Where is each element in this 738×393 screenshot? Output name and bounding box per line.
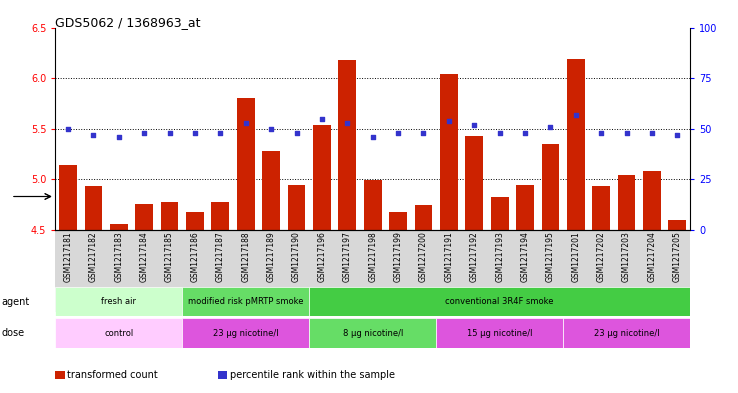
- Bar: [309, 318, 436, 348]
- Bar: [364, 180, 382, 230]
- Bar: [563, 318, 690, 348]
- Point: [570, 111, 582, 118]
- Point: [621, 130, 632, 136]
- Bar: [516, 185, 534, 230]
- Point: [164, 130, 176, 136]
- Bar: [237, 98, 255, 230]
- Text: percentile rank within the sample: percentile rank within the sample: [230, 370, 395, 380]
- Bar: [262, 151, 280, 230]
- Point: [494, 130, 506, 136]
- Point: [672, 132, 683, 138]
- Bar: [593, 186, 610, 230]
- Text: 8 μg nicotine/l: 8 μg nicotine/l: [342, 329, 403, 338]
- Bar: [440, 74, 458, 230]
- Point: [113, 134, 125, 140]
- Bar: [491, 196, 508, 230]
- Point: [62, 125, 74, 132]
- Bar: [313, 125, 331, 230]
- Text: 23 μg nicotine/l: 23 μg nicotine/l: [594, 329, 659, 338]
- Point: [596, 130, 607, 136]
- Bar: [288, 185, 306, 230]
- Bar: [182, 287, 309, 316]
- Bar: [182, 318, 309, 348]
- Bar: [466, 136, 483, 230]
- Point: [443, 118, 455, 124]
- Point: [342, 119, 354, 126]
- Bar: [85, 186, 103, 230]
- Point: [265, 125, 277, 132]
- Point: [469, 121, 480, 128]
- Point: [545, 123, 556, 130]
- Text: modified risk pMRTP smoke: modified risk pMRTP smoke: [188, 297, 303, 306]
- Bar: [55, 318, 182, 348]
- Text: 15 μg nicotine/l: 15 μg nicotine/l: [467, 329, 532, 338]
- Bar: [643, 171, 661, 230]
- Text: 23 μg nicotine/l: 23 μg nicotine/l: [213, 329, 278, 338]
- Point: [646, 130, 658, 136]
- Bar: [436, 318, 563, 348]
- Point: [138, 130, 150, 136]
- Bar: [618, 175, 635, 230]
- Bar: [567, 59, 584, 230]
- Text: GDS5062 / 1368963_at: GDS5062 / 1368963_at: [55, 16, 201, 29]
- Bar: [110, 224, 128, 230]
- Point: [240, 119, 252, 126]
- Point: [418, 130, 430, 136]
- Text: agent: agent: [1, 297, 30, 307]
- Text: transformed count: transformed count: [67, 370, 158, 380]
- Point: [519, 130, 531, 136]
- Bar: [542, 144, 559, 230]
- Bar: [186, 212, 204, 230]
- Bar: [212, 202, 230, 230]
- Bar: [161, 202, 179, 230]
- Bar: [669, 220, 686, 230]
- Text: fresh air: fresh air: [101, 297, 137, 306]
- Text: conventional 3R4F smoke: conventional 3R4F smoke: [445, 297, 554, 306]
- Bar: [59, 165, 77, 230]
- Bar: [309, 287, 690, 316]
- Bar: [415, 205, 432, 230]
- Bar: [135, 204, 153, 230]
- Text: dose: dose: [1, 328, 24, 338]
- Point: [367, 134, 379, 140]
- Point: [316, 116, 328, 122]
- Point: [291, 130, 303, 136]
- Point: [189, 130, 201, 136]
- Bar: [55, 287, 182, 316]
- Point: [392, 130, 404, 136]
- Bar: [339, 60, 356, 230]
- Text: control: control: [104, 329, 134, 338]
- Point: [88, 132, 100, 138]
- Point: [215, 130, 227, 136]
- Bar: [389, 212, 407, 230]
